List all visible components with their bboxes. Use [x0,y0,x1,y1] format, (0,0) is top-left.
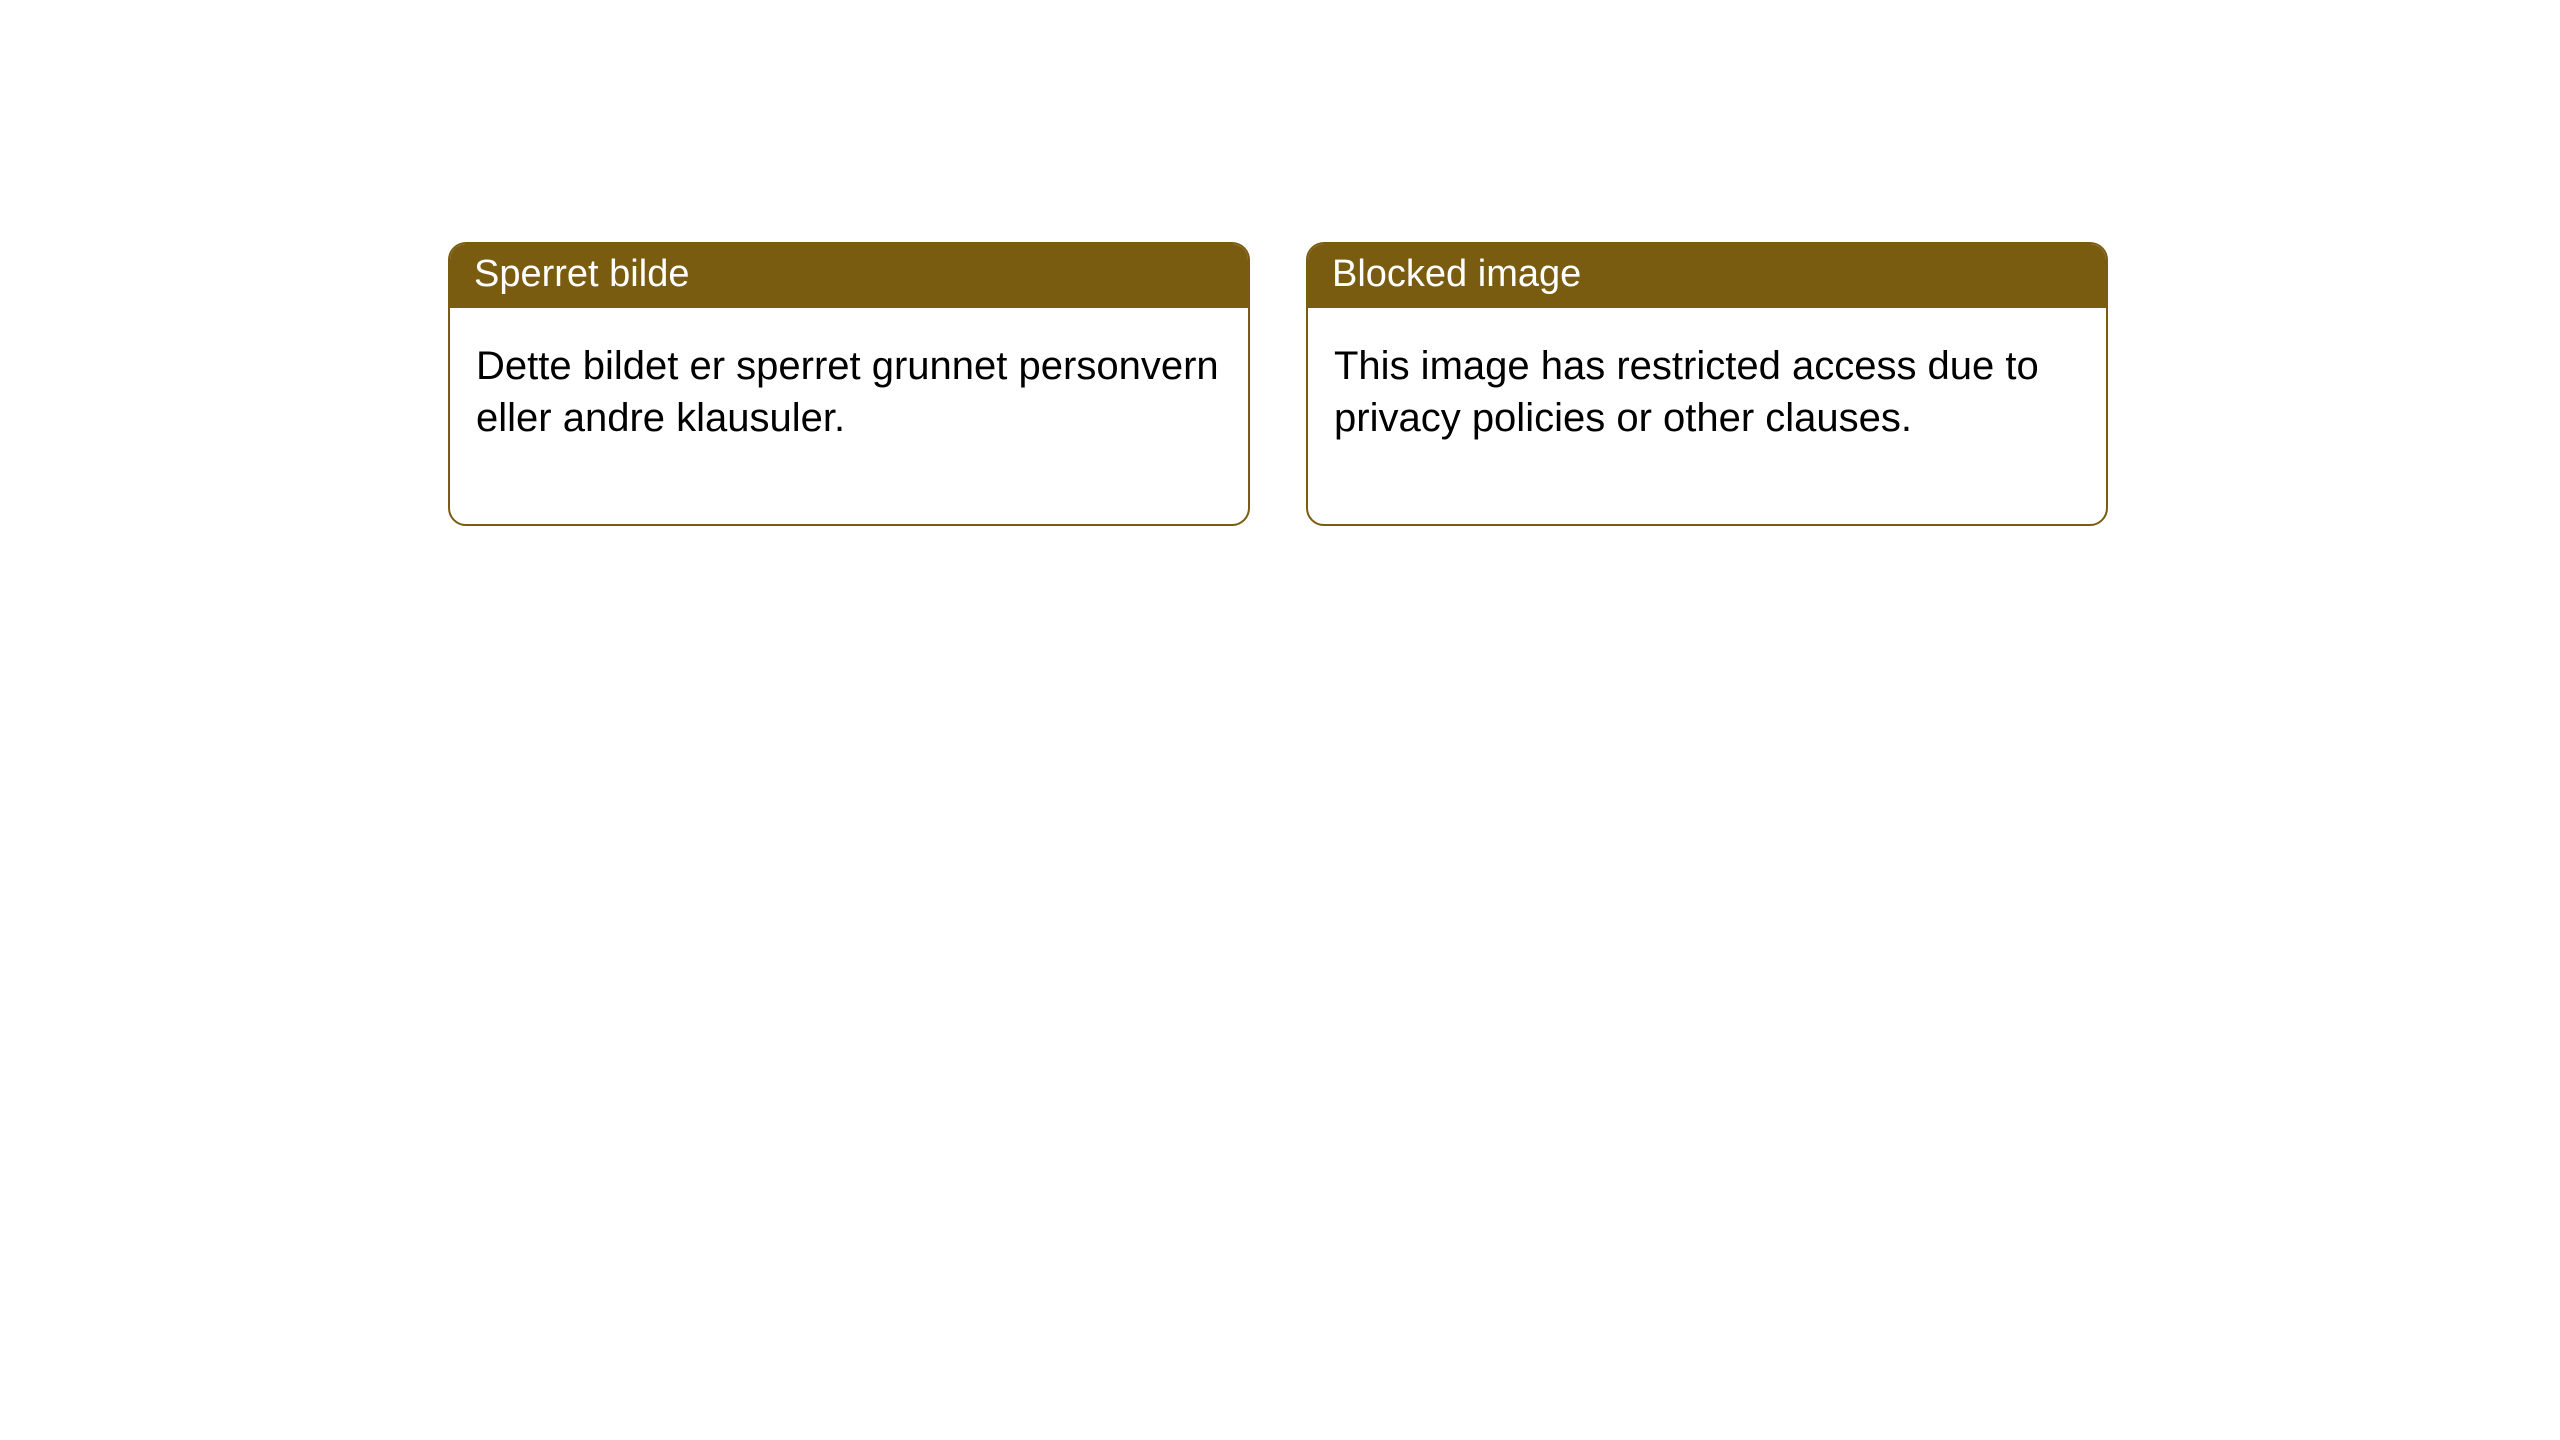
notice-card-english: Blocked image This image has restricted … [1306,242,2108,526]
notice-body-english: This image has restricted access due to … [1308,308,2106,524]
notice-header-norwegian: Sperret bilde [450,244,1248,308]
notice-header-english: Blocked image [1308,244,2106,308]
notice-body-norwegian: Dette bildet er sperret grunnet personve… [450,308,1248,524]
notice-container: Sperret bilde Dette bildet er sperret gr… [0,0,2560,526]
notice-card-norwegian: Sperret bilde Dette bildet er sperret gr… [448,242,1250,526]
